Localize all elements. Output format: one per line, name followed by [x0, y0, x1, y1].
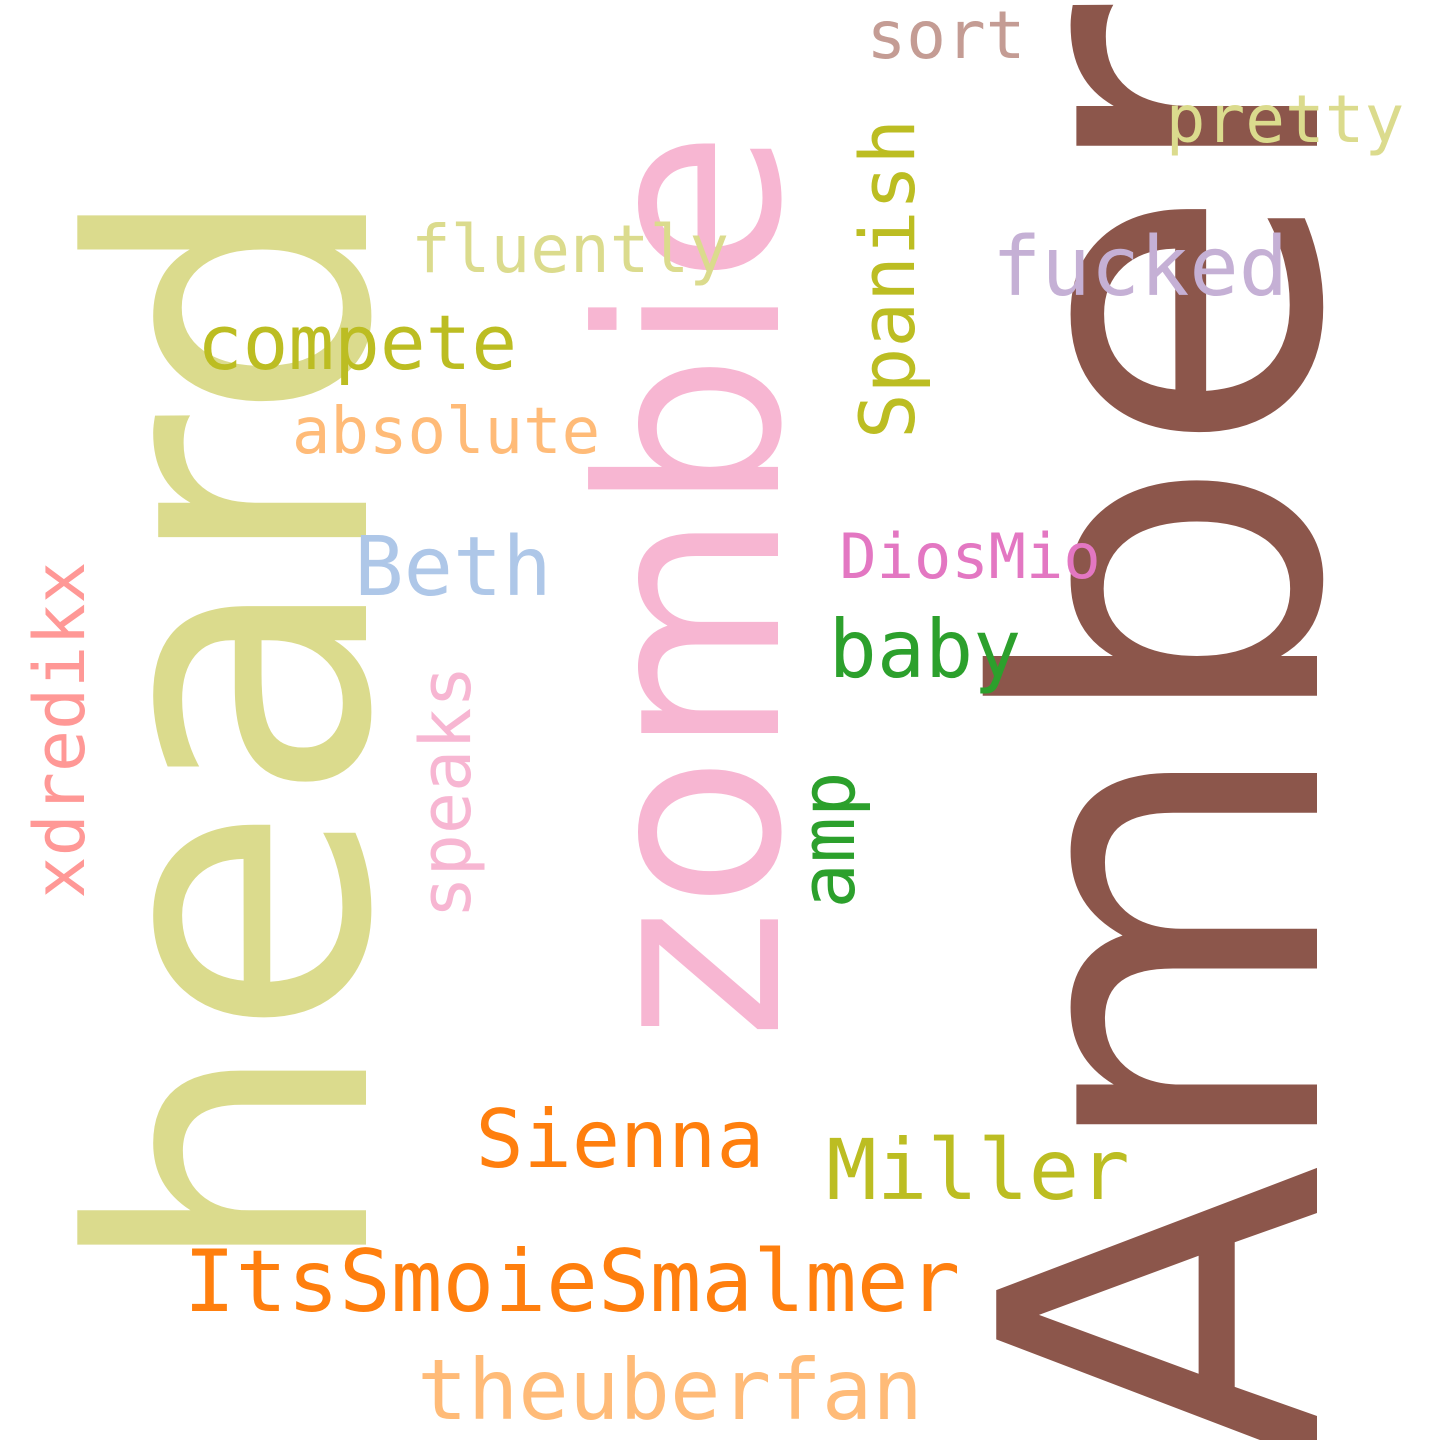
word-baby: baby — [828, 603, 1022, 696]
word-fucked: fucked — [991, 220, 1289, 315]
word-compete: compete — [196, 298, 518, 387]
word-sienna: Sienna — [475, 1093, 765, 1186]
word-miller: Miller — [826, 1121, 1130, 1219]
word-itssmoiesmalmer: ItsSmoieSmalmer — [183, 1232, 961, 1332]
word-fluently: fluently — [411, 211, 729, 288]
word-theuberfan: theuberfan — [417, 1341, 923, 1439]
word-sort: sort — [866, 0, 1026, 74]
word-diosmio: DiosMio — [839, 520, 1101, 593]
word-spanish: Spanish — [843, 118, 932, 440]
word-amp: amp — [783, 771, 872, 909]
word-beth: Beth — [354, 520, 552, 615]
word-speaks: speaks — [405, 665, 487, 919]
word-absolute: absolute — [291, 395, 601, 469]
word-xdredikx: xdredikx — [19, 561, 101, 899]
word-pretty: pretty — [1165, 81, 1405, 158]
